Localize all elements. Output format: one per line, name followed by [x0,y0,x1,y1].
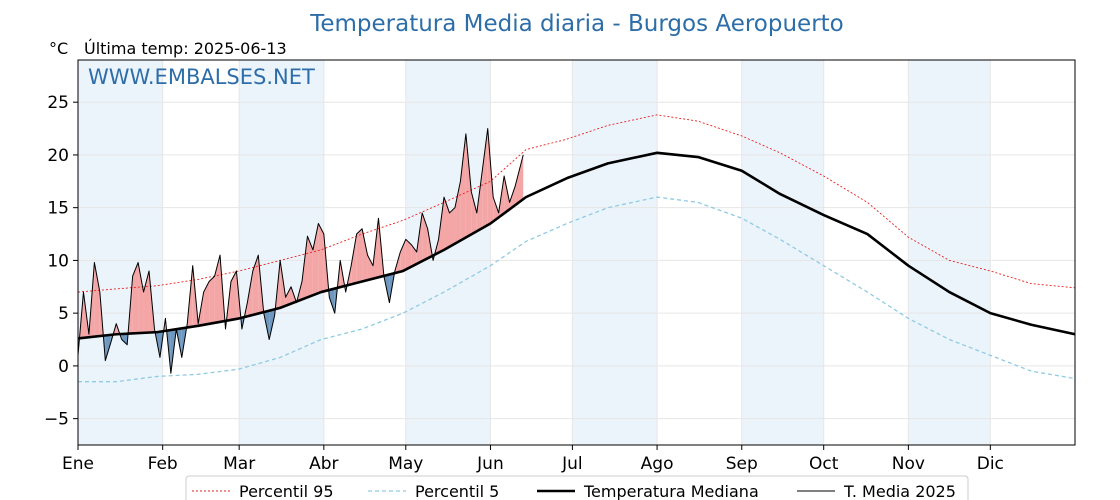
y-tick-label: 15 [47,199,69,219]
fill-above-median [400,239,406,272]
fill-above-median [465,133,472,238]
last-temp-label: Última temp: 2025-06-13 [84,39,287,58]
y-axis: −5 0 5 10 15 20 25 [44,93,78,430]
fill-above-median [405,239,412,270]
fill-above-median [203,281,210,325]
fill-above-median [356,228,363,283]
anomaly-fills [78,128,524,374]
fill-above-median [312,223,319,296]
line-percentil-5 [78,196,1076,383]
fill-above-median [367,255,374,281]
legend-label: Percentil 5 [415,482,499,500]
x-tick-label: Oct [809,454,839,474]
fill-above-median [138,262,144,334]
x-tick-label: Dic [977,454,1004,474]
fill-above-median [301,236,308,300]
fill-above-median [285,286,292,306]
x-tick-label: May [388,454,423,474]
month-bands [78,60,991,445]
legend-box [185,475,969,500]
fill-above-median [247,270,253,317]
month-band-jul [572,60,658,445]
watermark: WWW.EMBALSES.NET [88,65,315,89]
x-tick-label: Abr [309,454,338,474]
x-tick-label: Jul [561,454,583,474]
line-t-media-2025 [77,128,524,374]
y-tick-label: 10 [47,251,69,271]
unit-label: °C [49,39,68,58]
fill-above-median [476,170,483,232]
y-tick-label: 25 [47,93,69,113]
month-band-ene [78,60,163,445]
fill-below-median [121,333,128,345]
x-tick-label: Ago [641,454,674,474]
legend-label: Temperatura Mediana [583,482,759,500]
fill-above-median [230,270,237,320]
x-tick-label: Sep [726,454,758,474]
x-tick-label: Jun [476,454,504,474]
fill-below-median [105,334,111,361]
y-tick-label: 20 [47,146,69,166]
fill-above-median [252,255,259,315]
fill-above-median [362,228,368,282]
fill-above-median [209,276,215,324]
fill-above-median [493,197,499,222]
plot-frame [77,59,1076,446]
fill-above-median [318,223,324,294]
y-tick-label: 0 [58,357,69,377]
fill-above-median [454,181,461,244]
legend: Percentil 95 Percentil 5 Temperatura Media… [185,475,969,500]
fill-above-median [460,133,466,241]
fill-above-median [449,207,455,247]
fill-above-median [132,262,139,334]
chart-title: Temperatura Media diaria - Burgos Aeropu… [309,11,844,37]
fill-above-median [487,128,494,226]
y-tick-label: 5 [58,304,69,324]
x-tick-label: Mar [223,454,255,474]
fill-above-median [307,236,313,298]
x-tick-label: Ene [62,454,94,474]
fill-above-median [94,262,100,337]
fill-above-median [471,191,477,235]
fill-below-median [329,288,335,314]
y-tick-label: −5 [44,410,69,430]
month-band-nov [908,60,991,445]
x-tick-label: Nov [892,454,925,474]
series-lines [77,114,1076,383]
legend-label: Percentil 95 [239,482,334,500]
fill-above-median [515,165,521,206]
fill-above-median [520,154,524,202]
line-percentil-95 [77,114,1076,293]
legend-label: T. Media 2025 [843,482,956,500]
month-band-sep [741,60,824,445]
fill-above-median [351,234,357,285]
x-tick-label: Feb [148,454,178,474]
x-axis: Ene Feb Mar Abr May Jun Jul Ago Sep Oct Nov Dic [62,445,1004,474]
line-temperatura-mediana [77,151,1076,340]
grid-lines [77,60,1075,445]
fill-above-median [504,176,510,214]
fill-above-median [482,128,488,229]
fill-above-median [509,186,516,210]
